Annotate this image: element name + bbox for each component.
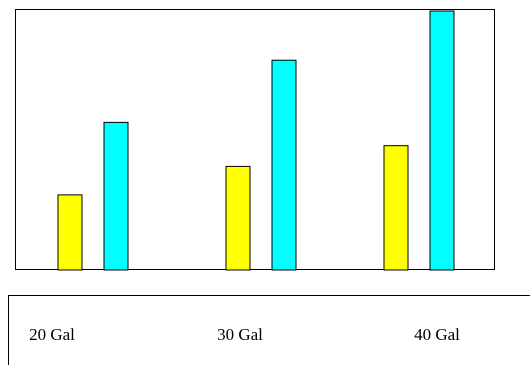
bar-yellow-20-gal [57, 194, 83, 271]
bar-yellow-40-gal [383, 145, 409, 271]
bar-cyan-30-gal [271, 59, 297, 271]
category-label-20-gal: 20 Gal [29, 325, 75, 344]
category-label-40-gal: 40 Gal [414, 325, 460, 344]
category-label-30-gal: 30 Gal [217, 325, 263, 344]
bar-cyan-20-gal [103, 121, 129, 271]
bar-cyan-40-gal [429, 10, 455, 271]
chart-plot-area [15, 9, 495, 271]
bar-yellow-30-gal [225, 165, 251, 271]
category-label-panel [8, 295, 530, 365]
bar-chart [57, 10, 455, 271]
